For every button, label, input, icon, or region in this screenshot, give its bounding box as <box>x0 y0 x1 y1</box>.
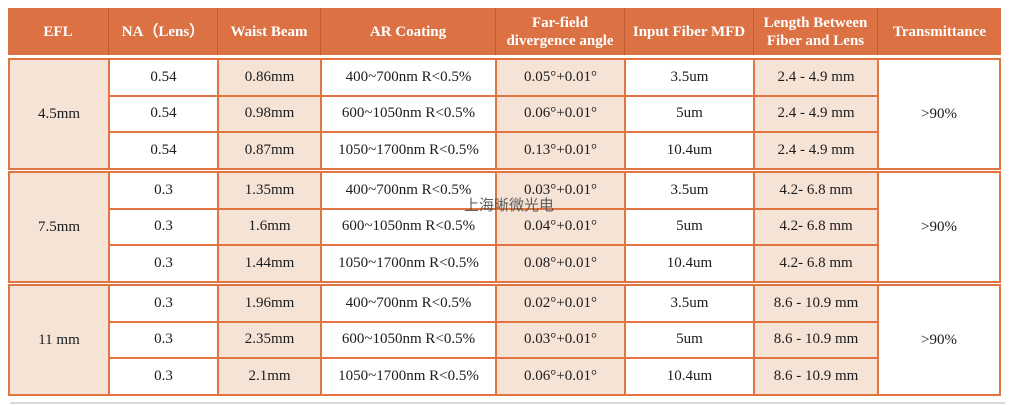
divergence-cell: 0.13°+0.01° <box>497 133 624 168</box>
header-waist-beam: Waist Beam <box>217 8 320 55</box>
waist-beam-cell: 2.1mm <box>219 359 320 394</box>
waist-beam-cell: 1.96mm <box>219 286 320 321</box>
efl-cell: 11 mm <box>10 286 108 394</box>
ar-coating-cell: 600~1050nm R<0.5% <box>322 209 495 245</box>
length-cell: 4.2- 6.8 mm <box>755 246 877 281</box>
transmittance-cell: >90% <box>879 60 999 168</box>
na-cell: 0.3 <box>110 322 217 358</box>
divergence-cell: 0.06°+0.01° <box>497 96 624 132</box>
mfd-cell: 5um <box>626 96 753 132</box>
header-transmittance: Transmittance <box>877 8 1001 55</box>
divergence-cell: 0.08°+0.01° <box>497 246 624 281</box>
divergence-cell: 0.04°+0.01° <box>497 209 624 245</box>
length-cell: 2.4 - 4.9 mm <box>755 60 877 95</box>
efl-cell: 7.5mm <box>10 173 108 281</box>
na-cell: 0.54 <box>110 60 217 95</box>
ar-coating-cell: 600~1050nm R<0.5% <box>322 96 495 132</box>
table-header-row: EFL NA（Lens） Waist Beam AR Coating Far-f… <box>8 8 1001 55</box>
length-cell: 4.2- 6.8 mm <box>755 209 877 245</box>
transmittance-cell: >90% <box>879 173 999 281</box>
na-cell: 0.54 <box>110 96 217 132</box>
ar-coating-cell: 400~700nm R<0.5% <box>322 173 495 208</box>
divergence-cell: 0.03°+0.01° <box>497 322 624 358</box>
header-ar-coating: AR Coating <box>320 8 495 55</box>
length-cell: 2.4 - 4.9 mm <box>755 96 877 132</box>
ar-coating-cell: 600~1050nm R<0.5% <box>322 322 495 358</box>
mfd-cell: 10.4um <box>626 133 753 168</box>
header-length-between: Length Between Fiber and Lens <box>753 8 877 55</box>
mfd-cell: 5um <box>626 322 753 358</box>
ar-coating-cell: 1050~1700nm R<0.5% <box>322 359 495 394</box>
divergence-cell: 0.06°+0.01° <box>497 359 624 394</box>
company-watermark: 上海晰微光电 <box>464 197 555 214</box>
header-input-fiber-mfd: Input Fiber MFD <box>624 8 753 55</box>
spec-table: EFL NA（Lens） Waist Beam AR Coating Far-f… <box>8 8 1001 396</box>
na-cell: 0.54 <box>110 133 217 168</box>
length-cell: 4.2- 6.8 mm <box>755 173 877 208</box>
table-group-11mm: 11 mm 0.3 1.96mm 400~700nm R<0.5% 0.02°+… <box>8 284 1001 396</box>
header-na-lens: NA（Lens） <box>108 8 217 55</box>
na-cell: 0.3 <box>110 209 217 245</box>
header-efl: EFL <box>43 23 73 40</box>
na-cell: 0.3 <box>110 173 217 208</box>
waist-beam-cell: 1.35mm <box>219 173 320 208</box>
ar-coating-cell: 400~700nm R<0.5% <box>322 60 495 95</box>
ar-coating-cell: 1050~1700nm R<0.5% <box>322 246 495 281</box>
waist-beam-cell: 2.35mm <box>219 322 320 358</box>
mfd-cell: 3.5um <box>626 286 753 321</box>
waist-beam-cell: 0.86mm <box>219 60 320 95</box>
mfd-cell: 5um <box>626 209 753 245</box>
length-cell: 2.4 - 4.9 mm <box>755 133 877 168</box>
ar-coating-cell: 400~700nm R<0.5% <box>322 286 495 321</box>
table-group-4-5mm: 4.5mm 0.54 0.86mm 400~700nm R<0.5% 0.05°… <box>8 58 1001 170</box>
na-cell: 0.3 <box>110 359 217 394</box>
mfd-cell: 3.5um <box>626 173 753 208</box>
length-cell: 8.6 - 10.9 mm <box>755 322 877 358</box>
mfd-cell: 10.4um <box>626 246 753 281</box>
header-divergence-angle: Far-field divergence angle <box>495 8 624 55</box>
divergence-cell: 0.05°+0.01° <box>497 60 624 95</box>
waist-beam-cell: 1.44mm <box>219 246 320 281</box>
mfd-cell: 10.4um <box>626 359 753 394</box>
waist-beam-cell: 0.98mm <box>219 96 320 132</box>
divergence-cell: 0.03°+0.01° <box>497 173 624 208</box>
transmittance-cell: >90% <box>879 286 999 394</box>
divergence-cell: 0.02°+0.01° <box>497 286 624 321</box>
efl-cell: 4.5mm <box>10 60 108 168</box>
length-cell: 8.6 - 10.9 mm <box>755 286 877 321</box>
table-group-7-5mm: 7.5mm 0.3 1.35mm 400~700nm R<0.5% 0.03°+… <box>8 171 1001 283</box>
waist-beam-cell: 1.6mm <box>219 209 320 245</box>
mfd-cell: 3.5um <box>626 60 753 95</box>
na-cell: 0.3 <box>110 286 217 321</box>
na-cell: 0.3 <box>110 246 217 281</box>
waist-beam-cell: 0.87mm <box>219 133 320 168</box>
length-cell: 8.6 - 10.9 mm <box>755 359 877 394</box>
ar-coating-cell: 1050~1700nm R<0.5% <box>322 133 495 168</box>
page-bottom-shadow <box>10 402 1005 404</box>
